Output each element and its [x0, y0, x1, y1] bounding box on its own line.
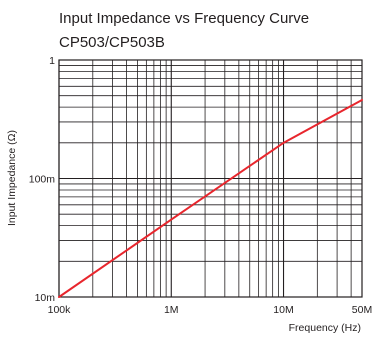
y-axis-label: Input Impedance (Ω): [6, 130, 18, 227]
grid: [58, 59, 363, 298]
x-tick-label: 10M: [273, 304, 293, 316]
y-tick-label: 100m: [29, 174, 56, 186]
chart-subtitle: CP503/CP503B: [59, 34, 165, 51]
x-axis-label: Frequency (Hz): [288, 322, 361, 334]
y-tick-label: 10m: [35, 292, 56, 304]
series-layer: [58, 98, 363, 298]
x-tick-label: 1M: [164, 304, 179, 316]
plot-frame: [58, 59, 363, 298]
x-tick-label: 50M: [352, 304, 372, 316]
x-tick-label: 100k: [48, 304, 72, 316]
tick-labels: 100k 1M 10M 50M 10m 100m 1: [29, 55, 372, 316]
chart-title: Input Impedance vs Frequency Curve: [59, 10, 310, 27]
y-tick-label: 1: [49, 55, 55, 67]
impedance-series-line-0: [58, 98, 363, 298]
